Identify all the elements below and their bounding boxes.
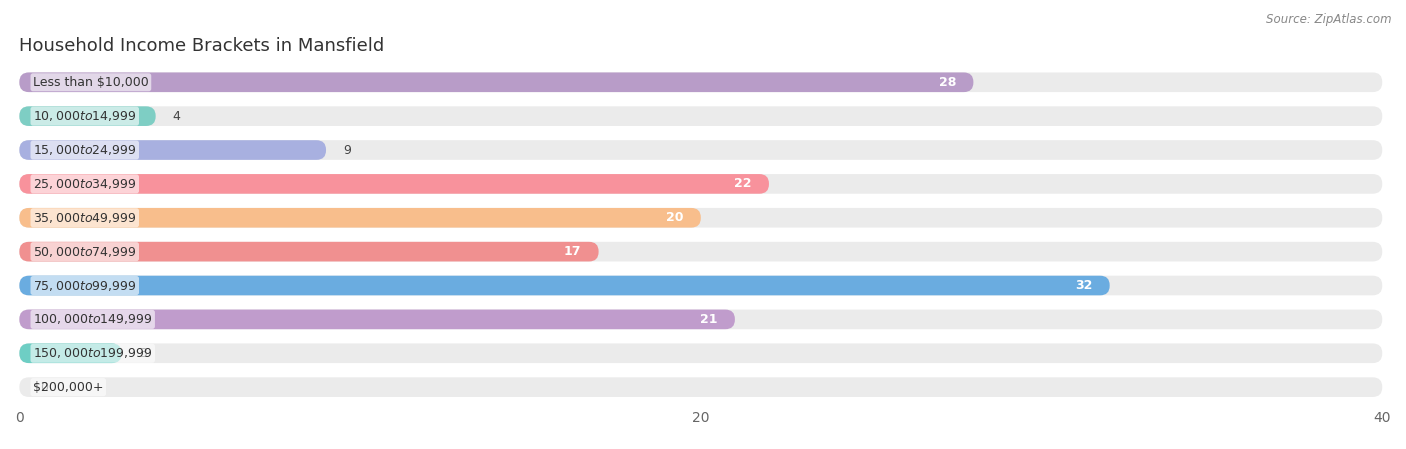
FancyBboxPatch shape xyxy=(20,242,1382,261)
FancyBboxPatch shape xyxy=(20,343,121,363)
FancyBboxPatch shape xyxy=(20,309,735,329)
FancyBboxPatch shape xyxy=(20,106,1382,126)
Text: $15,000 to $24,999: $15,000 to $24,999 xyxy=(32,143,136,157)
Text: 20: 20 xyxy=(666,211,683,224)
Text: $200,000+: $200,000+ xyxy=(32,381,104,394)
FancyBboxPatch shape xyxy=(20,208,700,228)
FancyBboxPatch shape xyxy=(20,72,973,92)
FancyBboxPatch shape xyxy=(20,276,1382,295)
Text: 22: 22 xyxy=(734,177,752,190)
Text: $75,000 to $99,999: $75,000 to $99,999 xyxy=(32,278,136,292)
FancyBboxPatch shape xyxy=(20,174,1382,194)
FancyBboxPatch shape xyxy=(20,343,1382,363)
FancyBboxPatch shape xyxy=(20,276,1109,295)
Text: 28: 28 xyxy=(939,76,956,89)
Text: $100,000 to $149,999: $100,000 to $149,999 xyxy=(32,313,152,326)
FancyBboxPatch shape xyxy=(20,72,1382,92)
Text: Household Income Brackets in Mansfield: Household Income Brackets in Mansfield xyxy=(20,37,385,55)
Text: $150,000 to $199,999: $150,000 to $199,999 xyxy=(32,346,152,360)
FancyBboxPatch shape xyxy=(20,377,1382,397)
Text: Less than $10,000: Less than $10,000 xyxy=(32,76,149,89)
Text: $10,000 to $14,999: $10,000 to $14,999 xyxy=(32,109,136,123)
FancyBboxPatch shape xyxy=(20,140,326,160)
Text: 0: 0 xyxy=(39,381,48,394)
FancyBboxPatch shape xyxy=(20,174,769,194)
Text: 17: 17 xyxy=(564,245,582,258)
FancyBboxPatch shape xyxy=(20,208,1382,228)
Text: $50,000 to $74,999: $50,000 to $74,999 xyxy=(32,245,136,259)
FancyBboxPatch shape xyxy=(20,140,1382,160)
FancyBboxPatch shape xyxy=(20,309,1382,329)
Text: $25,000 to $34,999: $25,000 to $34,999 xyxy=(32,177,136,191)
Text: Source: ZipAtlas.com: Source: ZipAtlas.com xyxy=(1267,13,1392,26)
Text: 21: 21 xyxy=(700,313,718,326)
Text: 4: 4 xyxy=(173,110,180,123)
Text: 9: 9 xyxy=(343,144,352,157)
FancyBboxPatch shape xyxy=(20,106,156,126)
FancyBboxPatch shape xyxy=(20,242,599,261)
Text: 3: 3 xyxy=(139,347,146,360)
Text: 32: 32 xyxy=(1076,279,1092,292)
Text: $35,000 to $49,999: $35,000 to $49,999 xyxy=(32,211,136,225)
